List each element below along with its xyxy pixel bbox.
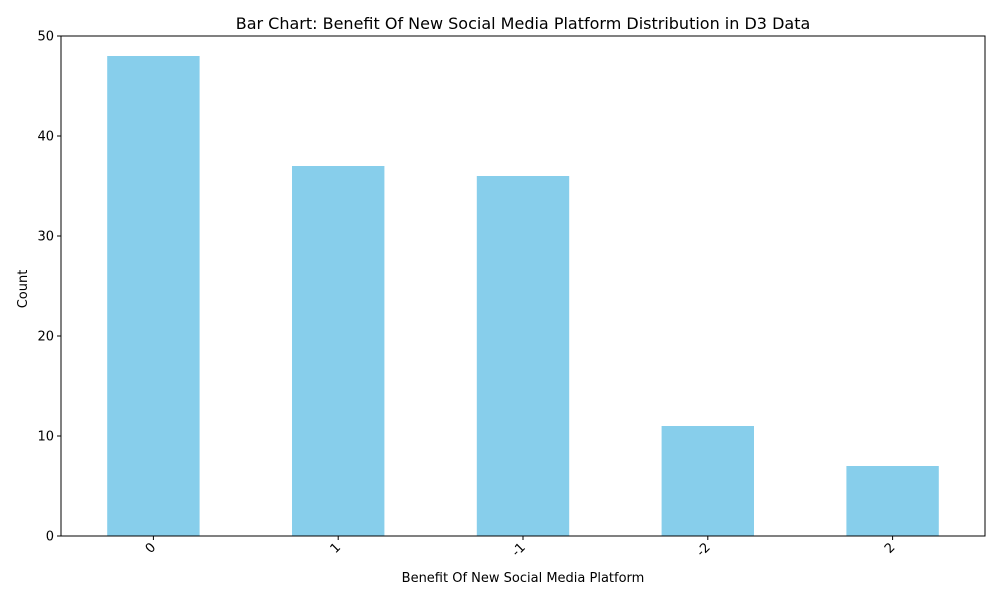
x-tick-label-4: 2 xyxy=(882,540,898,556)
y-tick-label-2: 20 xyxy=(37,330,54,345)
y-tick-label-0: 0 xyxy=(46,530,54,545)
y-tick-label-4: 40 xyxy=(37,130,54,145)
x-tick-label-2: -1 xyxy=(509,540,529,560)
bar-2 xyxy=(476,176,570,536)
x-tick-label-3: -2 xyxy=(694,540,714,560)
x-tick-label-0: 0 xyxy=(143,540,159,556)
y-tick-label-3: 30 xyxy=(37,230,54,245)
bar-3 xyxy=(661,426,754,536)
chart-title: Bar Chart: Benefit Of New Social Media P… xyxy=(236,14,811,33)
x-tick-label-1: 1 xyxy=(328,540,344,556)
y-axis-label: Count xyxy=(16,270,31,309)
y-tick-label-5: 50 xyxy=(37,30,54,45)
bar-1 xyxy=(292,166,385,536)
plot-area: 0 10 20 30 40 50 0 1 -1 -2 2 xyxy=(37,30,986,560)
bar-0 xyxy=(107,56,200,536)
y-tick-label-1: 10 xyxy=(37,430,54,445)
bar-4 xyxy=(846,466,939,536)
x-axis-label: Benefit Of New Social Media Platform xyxy=(402,571,645,586)
